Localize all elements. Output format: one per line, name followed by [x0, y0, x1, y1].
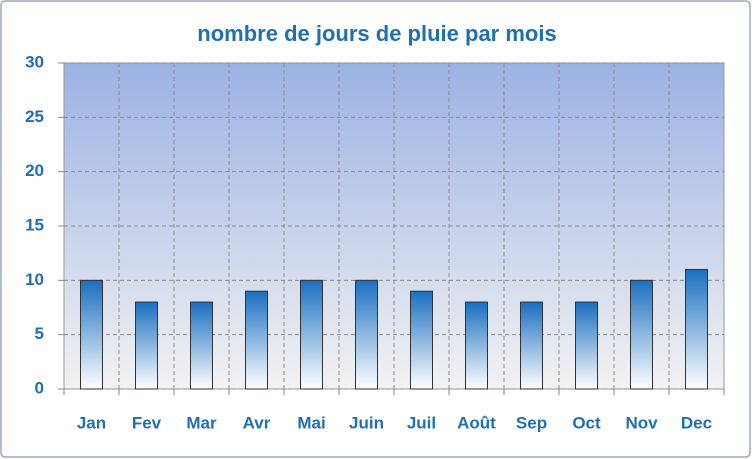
x-tick-label: Avr [243, 413, 271, 432]
x-tick-label: Oct [572, 413, 601, 432]
x-tick-label: Jan [77, 413, 106, 432]
y-tick-label: 0 [35, 378, 44, 397]
x-tick-label: Fev [132, 413, 162, 432]
x-tick-label: Mar [186, 413, 217, 432]
bar [355, 279, 378, 390]
bar [190, 301, 213, 390]
bar [520, 301, 543, 390]
x-tick-label: Nov [625, 413, 658, 432]
x-tick-label: Juin [349, 413, 384, 432]
x-tick-label: Sep [516, 413, 547, 432]
x-tick-label: Mai [297, 413, 325, 432]
x-tick-label: Août [457, 413, 496, 432]
chart-title: nombre de jours de pluie par mois [197, 21, 556, 46]
bar [80, 279, 103, 390]
y-tick-label: 30 [25, 52, 44, 71]
y-tick-label: 5 [35, 324, 44, 343]
x-tick-label: Dec [681, 413, 712, 432]
bar [300, 279, 323, 390]
y-tick-label: 15 [25, 215, 44, 234]
bar [465, 301, 488, 390]
y-tick-label: 20 [25, 161, 44, 180]
bar [575, 301, 598, 390]
bar [135, 301, 158, 390]
bar [630, 279, 653, 390]
bar [245, 290, 268, 390]
bar [685, 268, 708, 390]
y-tick-label: 25 [25, 107, 44, 126]
x-tick-label: Juil [407, 413, 436, 432]
bar [410, 290, 433, 390]
y-tick-label: 10 [25, 270, 44, 289]
